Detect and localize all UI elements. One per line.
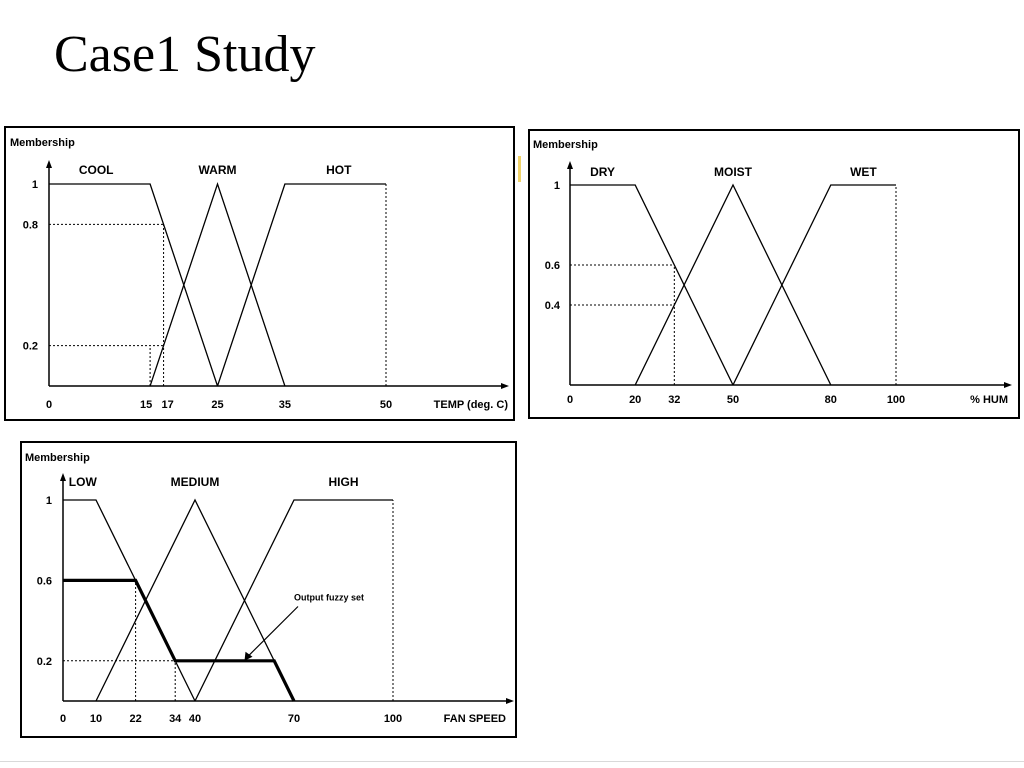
y-tick-label: 0.2 <box>23 341 38 353</box>
x-tick-label: 50 <box>727 394 739 406</box>
annotation-arrowhead <box>244 651 253 661</box>
y-tick-label: 0.6 <box>545 260 560 272</box>
y-tick-label: 1 <box>32 179 38 191</box>
humidity-chart-svg: Membership % HUM DRY MOIST WET 0.4 0.6 1 0 20 32 50… <box>533 139 1012 406</box>
x-tick-label: 10 <box>90 713 102 725</box>
temp-membership-chart: Membership TEMP (deg. C) COOL WARM HOT 0.2 0.8… <box>4 126 515 421</box>
set-label-warm: WARM <box>199 163 237 177</box>
x-tick-label: 0 <box>60 713 66 725</box>
temp-chart-svg: Membership TEMP (deg. C) COOL WARM HOT 0.2 0.8… <box>10 137 509 411</box>
annotation-label: Output fuzzy set <box>294 593 364 603</box>
x-axis-arrow <box>501 383 509 389</box>
x-tick-label: 34 <box>169 713 182 725</box>
x-tick-label: 35 <box>279 399 291 411</box>
membership-moist <box>634 183 832 386</box>
footer-rule <box>0 761 1024 762</box>
y-axis-arrow <box>60 473 66 481</box>
set-label-dry: DRY <box>590 165 615 179</box>
x-tick-label: 40 <box>189 713 201 725</box>
x-tick-label: 15 <box>140 399 152 411</box>
x-tick-label: 32 <box>668 394 680 406</box>
y-tick-label: 1 <box>46 495 52 507</box>
humidity-membership-chart: Membership % HUM DRY MOIST WET 0.4 0.6 1 0 20 32 50… <box>528 129 1020 419</box>
membership-warm <box>149 181 286 387</box>
accent-mark <box>518 156 521 182</box>
set-label-moist: MOIST <box>714 165 753 179</box>
set-label-low: LOW <box>69 475 98 489</box>
membership-hot <box>216 183 386 387</box>
y-tick-label: 0.6 <box>37 575 52 587</box>
x-tick-label: 100 <box>384 713 402 725</box>
y-axis-label: Membership <box>10 137 75 149</box>
x-tick-label: 25 <box>211 399 223 411</box>
set-label-hot: HOT <box>326 163 352 177</box>
x-axis-arrow <box>506 698 514 704</box>
x-tick-label: 50 <box>380 399 392 411</box>
membership-high <box>194 499 393 702</box>
x-axis-arrow <box>1004 382 1012 388</box>
set-label-cool: COOL <box>79 163 114 177</box>
fan-chart-svg: Membership FAN SPEED LOW MEDIUM HIGH Output f… <box>25 452 514 725</box>
membership-medium <box>95 498 295 702</box>
y-tick-label: 0.2 <box>37 656 52 668</box>
x-axis-label: % HUM <box>970 394 1008 406</box>
membership-wet <box>732 184 896 386</box>
x-tick-label: 100 <box>887 394 905 406</box>
x-tick-label: 0 <box>567 394 573 406</box>
x-axis-label: FAN SPEED <box>444 713 506 725</box>
membership-low <box>63 499 196 702</box>
set-label-medium: MEDIUM <box>171 475 220 489</box>
x-tick-label: 0 <box>46 399 52 411</box>
set-label-high: HIGH <box>329 475 359 489</box>
y-tick-label: 1 <box>554 180 560 192</box>
x-tick-label: 22 <box>129 713 141 725</box>
membership-cool <box>49 183 219 387</box>
slide-title: Case1 Study <box>54 26 316 83</box>
x-axis-label: TEMP (deg. C) <box>434 399 509 411</box>
y-tick-label: 0.4 <box>545 300 561 312</box>
y-axis-label: Membership <box>533 139 598 151</box>
y-tick-label: 0.8 <box>23 219 38 231</box>
membership-dry <box>570 184 734 386</box>
x-tick-label: 20 <box>629 394 641 406</box>
output-fuzzy-set <box>63 578 296 702</box>
x-tick-label: 70 <box>288 713 300 725</box>
set-label-wet: WET <box>850 165 877 179</box>
y-axis-label: Membership <box>25 452 90 464</box>
x-tick-label: 80 <box>825 394 837 406</box>
annotation-arrow-line <box>247 606 299 658</box>
y-axis-arrow <box>567 161 573 169</box>
y-axis-arrow <box>46 160 52 168</box>
fan-speed-membership-chart: Membership FAN SPEED LOW MEDIUM HIGH Output f… <box>20 441 517 738</box>
x-tick-label: 17 <box>161 399 173 411</box>
